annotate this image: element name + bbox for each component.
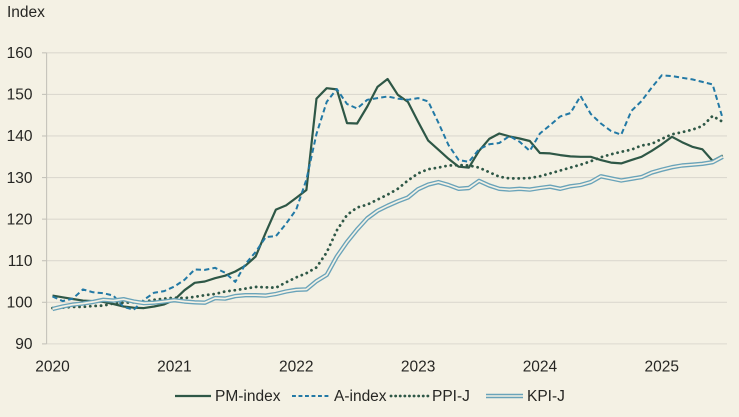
y-tick-label: 100 <box>7 295 33 312</box>
legend-item-ppi-j: PPI-J <box>389 388 470 405</box>
x-tick-label: 2021 <box>157 359 191 376</box>
series-line-ppi-j <box>51 114 725 310</box>
y-tick-label: 150 <box>7 87 33 104</box>
legend-label-kpi-j: KPI-J <box>527 388 565 405</box>
legend-label-ppi-j: PPI-J <box>432 388 470 405</box>
series-line-kpi-j-core <box>52 156 724 310</box>
legend-item-a-index: A-index <box>292 388 387 405</box>
y-tick-label: 110 <box>8 253 33 270</box>
chart-title: Index <box>7 4 45 21</box>
legend: PM-index A-index PPI-J KPI-J <box>175 388 565 405</box>
series-line-a-index <box>52 74 724 311</box>
x-tick-label: 2024 <box>523 359 558 376</box>
x-tick-label: 2023 <box>401 359 435 376</box>
legend-item-kpi-j: KPI-J <box>486 388 565 405</box>
y-tick-label: 120 <box>7 211 33 228</box>
x-tick-label: 2020 <box>35 359 70 376</box>
x-tick-label: 2022 <box>279 359 313 376</box>
legend-label-pm-index: PM-index <box>215 388 281 405</box>
y-tick-label: 160 <box>7 45 33 62</box>
y-tick-label: 90 <box>15 336 33 353</box>
axis-labels: Index 90 100 110 120 130 140 150 160 2020 2021 2022… <box>7 4 679 376</box>
legend-label-a-index: A-index <box>334 388 387 405</box>
legend-item-pm-index: PM-index <box>175 388 281 405</box>
y-tick-label: 130 <box>7 170 33 187</box>
x-tick-label: 2025 <box>645 359 679 376</box>
y-axis <box>42 52 48 345</box>
series-line-pm-index <box>52 77 724 310</box>
y-tick-label: 140 <box>7 128 33 145</box>
series-lines <box>51 74 725 312</box>
